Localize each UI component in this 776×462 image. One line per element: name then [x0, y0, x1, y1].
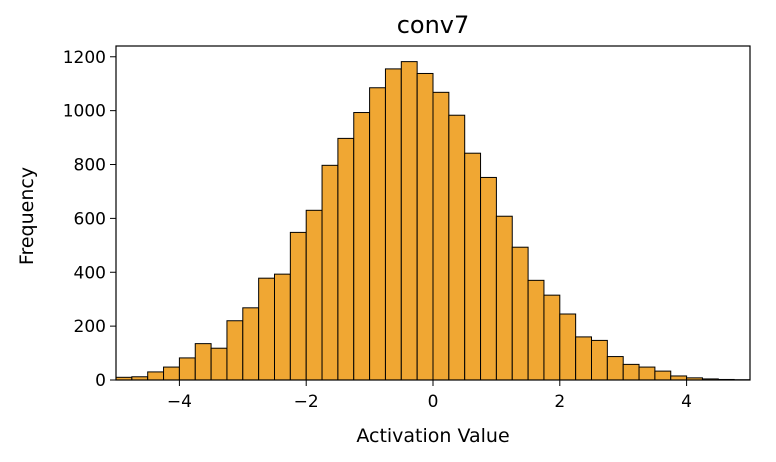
histogram-bar [496, 216, 512, 380]
histogram-bar [227, 321, 243, 380]
x-axis-ticks: −4 −2 0 2 4 [167, 380, 692, 412]
histogram-bar [354, 113, 370, 380]
histogram-bar [211, 348, 227, 380]
histogram-bar [179, 358, 195, 380]
x-axis-label: Activation Value [356, 425, 509, 447]
x-tick-label: −4 [167, 392, 192, 412]
y-tick-label: 0 [95, 371, 106, 391]
x-tick-label: 4 [681, 392, 692, 412]
histogram-bar [290, 232, 306, 380]
histogram-bar [607, 357, 623, 380]
histogram-bar [322, 165, 338, 380]
histogram-bar [449, 115, 465, 380]
histogram-bar [401, 62, 417, 380]
histogram-bar [164, 367, 180, 380]
histogram-bar [148, 372, 164, 380]
histogram-bar [512, 247, 528, 380]
histogram-bar [338, 138, 354, 380]
histogram-bar [433, 92, 449, 380]
y-tick-label: 600 [74, 209, 106, 229]
chart-title: conv7 [397, 11, 470, 39]
x-tick-label: −2 [294, 392, 319, 412]
x-tick-label: 2 [554, 392, 565, 412]
histogram-bar [560, 314, 576, 380]
y-tick-label: 1200 [63, 48, 106, 68]
histogram-bar [576, 337, 592, 380]
histogram-bar [528, 280, 544, 380]
histogram-bar [481, 177, 497, 380]
histogram-bar [592, 340, 608, 380]
histogram-bar [671, 376, 687, 380]
y-tick-label: 1000 [63, 102, 106, 122]
histogram-bar [639, 367, 655, 380]
histogram-bar [655, 371, 671, 380]
histogram-bar [370, 88, 386, 380]
histogram-bar [306, 210, 322, 380]
y-axis-ticks: 0 200 400 600 800 1000 1200 [63, 48, 116, 391]
y-tick-label: 800 [74, 156, 106, 176]
histogram-bars [116, 62, 750, 380]
histogram-bar [195, 344, 211, 380]
y-tick-label: 200 [74, 317, 106, 337]
histogram-bar [243, 308, 259, 380]
x-tick-label: 0 [428, 392, 439, 412]
histogram-bar [259, 278, 275, 380]
histogram-bar [623, 364, 639, 380]
histogram-bar [465, 153, 481, 380]
y-axis-label: Frequency [16, 167, 38, 265]
histogram-bar [417, 73, 433, 380]
histogram-bar [385, 69, 401, 380]
y-tick-label: 400 [74, 263, 106, 283]
histogram-bar [544, 295, 560, 380]
histogram-bar [275, 274, 291, 380]
